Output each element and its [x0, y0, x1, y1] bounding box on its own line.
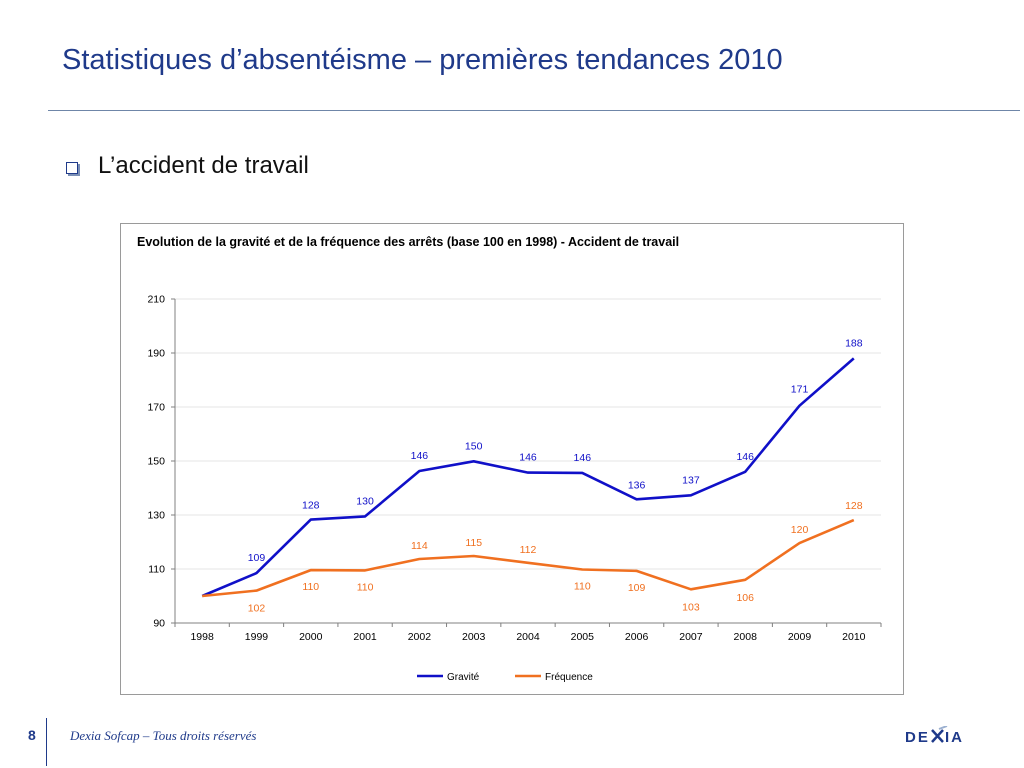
x-tick-label: 2003 — [462, 631, 486, 643]
y-tick-label: 210 — [147, 294, 165, 306]
x-tick-label: 2002 — [408, 631, 432, 643]
chart-frame: Evolution de la gravité et de la fréquen… — [120, 223, 904, 695]
footer-divider — [46, 718, 47, 766]
data-label-frequence: 114 — [411, 540, 428, 552]
y-tick-label: 150 — [147, 456, 165, 468]
x-tick-label: 2004 — [516, 631, 540, 643]
y-tick-label: 130 — [147, 510, 165, 522]
x-tick-label: 2009 — [788, 631, 812, 643]
footer-copyright: Dexia Sofcap – Tous droits réservés — [70, 728, 257, 743]
title-divider — [48, 110, 1020, 111]
data-label-frequence: 110 — [302, 581, 319, 593]
x-tick-label: 2010 — [842, 631, 866, 643]
x-tick-label: 2007 — [679, 631, 703, 643]
data-label-gravite: 137 — [682, 474, 700, 486]
legend-label: Fréquence — [545, 672, 593, 683]
legend-label: Gravité — [447, 672, 480, 683]
x-tick-label: 1999 — [245, 631, 269, 643]
data-label-gravite: 146 — [411, 450, 429, 462]
data-label-gravite: 136 — [628, 479, 646, 491]
y-tick-label: 170 — [147, 402, 165, 414]
x-tick-label: 1998 — [190, 631, 214, 643]
bullet-text: L’accident de travail — [98, 152, 309, 179]
data-label-frequence: 112 — [520, 544, 537, 556]
page-number: 8 — [28, 727, 36, 743]
data-label-gravite: 128 — [302, 500, 320, 512]
x-tick-label: 2001 — [353, 631, 377, 643]
data-label-frequence: 120 — [791, 524, 809, 536]
data-label-frequence: 103 — [682, 601, 700, 613]
line-chart: 90 110 130 150 170 190 210 1998 1999 2000 2001 2002… — [147, 294, 882, 683]
bullet-item: L’accident de travail — [66, 152, 309, 180]
data-label-gravite: 171 — [791, 384, 809, 396]
data-label-frequence: 106 — [736, 592, 754, 604]
y-tick-label: 190 — [147, 348, 165, 360]
data-label-frequence: 128 — [845, 500, 863, 512]
svg-text:IA: IA — [945, 729, 964, 746]
slide-title: Statistiques d’absentéisme – premières t… — [62, 44, 783, 76]
data-label-frequence: 110 — [574, 581, 591, 593]
x-tick-label: 2008 — [734, 631, 758, 643]
data-label-gravite: 146 — [736, 451, 754, 463]
x-tick-label: 2005 — [571, 631, 595, 643]
y-tick-label: 110 — [148, 564, 165, 576]
series-line-frequence — [202, 518, 855, 598]
y-tick-label: 90 — [153, 618, 165, 630]
data-label-gravite: 146 — [519, 452, 537, 464]
data-label-frequence: 109 — [628, 582, 646, 594]
data-label-gravite: 109 — [248, 552, 266, 564]
x-tick-label: 2006 — [625, 631, 649, 643]
series-line-gravite — [201, 357, 855, 598]
checkbox-bullet-icon — [66, 161, 78, 174]
data-label-gravite: 146 — [574, 452, 592, 464]
data-label-frequence: 115 — [465, 537, 482, 549]
data-label-frequence: 110 — [357, 581, 374, 593]
chart-title: Evolution de la gravité et de la fréquen… — [137, 235, 680, 249]
data-label-gravite: 130 — [356, 495, 374, 507]
svg-text:DE: DE — [905, 729, 930, 746]
data-label-frequence: 102 — [248, 603, 266, 615]
x-tick-label: 2000 — [299, 631, 323, 643]
data-label-gravite: 188 — [845, 337, 863, 349]
dexia-logo: DE IA — [905, 726, 964, 746]
data-label-gravite: 150 — [465, 440, 483, 452]
